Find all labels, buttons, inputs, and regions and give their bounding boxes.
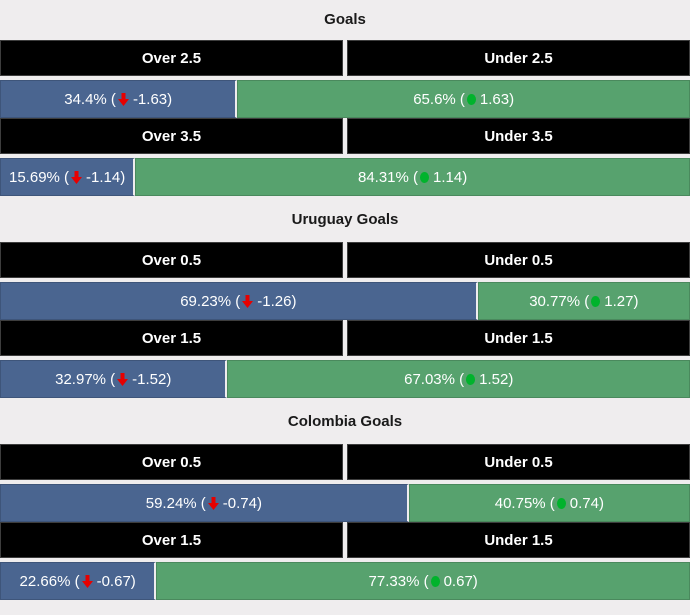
under-bar-segment: 65.6% ( 1.63) — [237, 80, 690, 118]
under-pct-label: 67.03% ( — [404, 370, 465, 388]
odds-decrease-icon — [71, 171, 83, 184]
over-header: Over 1.5 — [0, 320, 343, 356]
odds-increase-icon — [420, 172, 430, 183]
odds-decrease-icon — [117, 93, 129, 106]
goals-over-under-panel: Goals Over 2.5 Under 2.5 34.4% ( -1.63) … — [0, 0, 690, 600]
over-bar-segment: 32.97% ( -1.52) — [0, 360, 228, 398]
over-bar-segment: 59.24% ( -0.74) — [0, 484, 409, 522]
odds-increase-icon — [430, 576, 440, 587]
market-uruguay-1-5: Over 1.5 Under 1.5 32.97% ( -1.52) 67.03… — [0, 320, 690, 398]
section-title: Colombia Goals — [287, 413, 403, 430]
over-pct-label: 32.97% ( — [55, 370, 116, 388]
under-odds-label: 0.74) — [569, 494, 604, 512]
under-header: Under 2.5 — [347, 40, 690, 76]
under-odds-label: 0.67) — [443, 572, 478, 590]
market-header: Over 2.5 Under 2.5 — [0, 40, 690, 76]
under-bar-segment: 77.33% ( 0.67) — [156, 562, 690, 600]
odds-increase-icon — [466, 94, 476, 105]
section-title: Uruguay Goals — [291, 211, 399, 228]
probability-bar: 59.24% ( -0.74) 40.75% ( 0.74) — [0, 484, 690, 522]
under-odds-label: 1.14) — [433, 168, 468, 186]
probability-bar: 69.23% ( -1.26) 30.77% ( 1.27) — [0, 282, 690, 320]
over-pct-label: 69.23% ( — [180, 292, 241, 310]
market-goals-2-5: Over 2.5 Under 2.5 34.4% ( -1.63) 65.6% … — [0, 40, 690, 118]
over-pct-label: 34.4% ( — [64, 90, 116, 108]
under-pct-label: 77.33% ( — [368, 572, 429, 590]
under-pct-label: 84.31% ( — [357, 168, 419, 186]
under-odds-label: 1.27) — [604, 292, 639, 310]
market-uruguay-0-5: Over 0.5 Under 0.5 69.23% ( -1.26) 30.77… — [0, 242, 690, 320]
over-header: Over 1.5 — [0, 522, 343, 558]
under-header: Under 1.5 — [347, 522, 690, 558]
market-goals-3-5: Over 3.5 Under 3.5 15.69% ( -1.14) 84.31… — [0, 118, 690, 196]
over-odds-label: -1.63) — [132, 90, 173, 108]
over-bar-segment: 69.23% ( -1.26) — [0, 282, 478, 320]
section-title: Goals — [324, 11, 366, 28]
under-header: Under 0.5 — [347, 242, 690, 278]
under-pct-label: 40.75% ( — [494, 494, 555, 512]
over-odds-label: -1.52) — [132, 370, 172, 388]
market-colombia-1-5: Over 1.5 Under 1.5 22.66% ( -0.67) 77.33… — [0, 522, 690, 600]
under-header: Under 1.5 — [347, 320, 690, 356]
under-header: Under 3.5 — [347, 118, 690, 154]
over-bar-segment: 15.69% ( -1.14) — [0, 158, 136, 196]
odds-increase-icon — [591, 296, 601, 307]
over-header: Over 0.5 — [0, 242, 343, 278]
market-header: Over 1.5 Under 1.5 — [0, 522, 690, 558]
under-pct-label: 65.6% ( — [413, 90, 465, 108]
market-header: Over 3.5 Under 3.5 — [0, 118, 690, 154]
market-header: Over 0.5 Under 0.5 — [0, 444, 690, 480]
probability-bar: 15.69% ( -1.14) 84.31% ( 1.14) — [0, 158, 690, 196]
odds-decrease-icon — [242, 295, 254, 308]
over-bar-segment: 22.66% ( -0.67) — [0, 562, 157, 600]
over-odds-label: -1.14) — [86, 168, 126, 186]
market-header: Over 1.5 Under 1.5 — [0, 320, 690, 356]
under-header: Under 0.5 — [347, 444, 690, 480]
probability-bar: 22.66% ( -0.67) 77.33% ( 0.67) — [0, 562, 690, 600]
section-colombia-goals: Colombia Goals Over 0.5 Under 0.5 59.24%… — [0, 398, 690, 600]
odds-decrease-icon — [117, 373, 129, 386]
section-goals: Goals Over 2.5 Under 2.5 34.4% ( -1.63) … — [0, 0, 690, 196]
over-pct-label: 59.24% ( — [145, 494, 206, 512]
under-bar-segment: 67.03% ( 1.52) — [227, 360, 690, 398]
odds-decrease-icon — [81, 575, 93, 588]
section-uruguay-goals: Uruguay Goals Over 0.5 Under 0.5 69.23% … — [0, 196, 690, 398]
probability-bar: 32.97% ( -1.52) 67.03% ( 1.52) — [0, 360, 690, 398]
probability-bar: 34.4% ( -1.63) 65.6% ( 1.63) — [0, 80, 690, 118]
over-bar-segment: 34.4% ( -1.63) — [0, 80, 238, 118]
over-header: Over 2.5 — [0, 40, 343, 76]
market-header: Over 0.5 Under 0.5 — [0, 242, 690, 278]
odds-increase-icon — [556, 498, 566, 509]
odds-decrease-icon — [207, 497, 219, 510]
over-odds-label: -0.74) — [222, 494, 262, 512]
under-odds-label: 1.63) — [479, 90, 515, 108]
over-odds-label: -0.67) — [96, 572, 136, 590]
market-colombia-0-5: Over 0.5 Under 0.5 59.24% ( -0.74) 40.75… — [0, 444, 690, 522]
odds-increase-icon — [466, 374, 476, 385]
over-header: Over 3.5 — [0, 118, 343, 154]
over-odds-label: -1.26) — [257, 292, 297, 310]
over-pct-label: 22.66% ( — [19, 572, 80, 590]
under-bar-segment: 40.75% ( 0.74) — [408, 484, 690, 522]
under-bar-segment: 84.31% ( 1.14) — [135, 158, 690, 196]
under-odds-label: 1.52) — [479, 370, 514, 388]
over-header: Over 0.5 — [0, 444, 343, 480]
over-pct-label: 15.69% ( — [9, 168, 70, 186]
under-bar-segment: 30.77% ( 1.27) — [477, 282, 690, 320]
under-pct-label: 30.77% ( — [529, 292, 590, 310]
